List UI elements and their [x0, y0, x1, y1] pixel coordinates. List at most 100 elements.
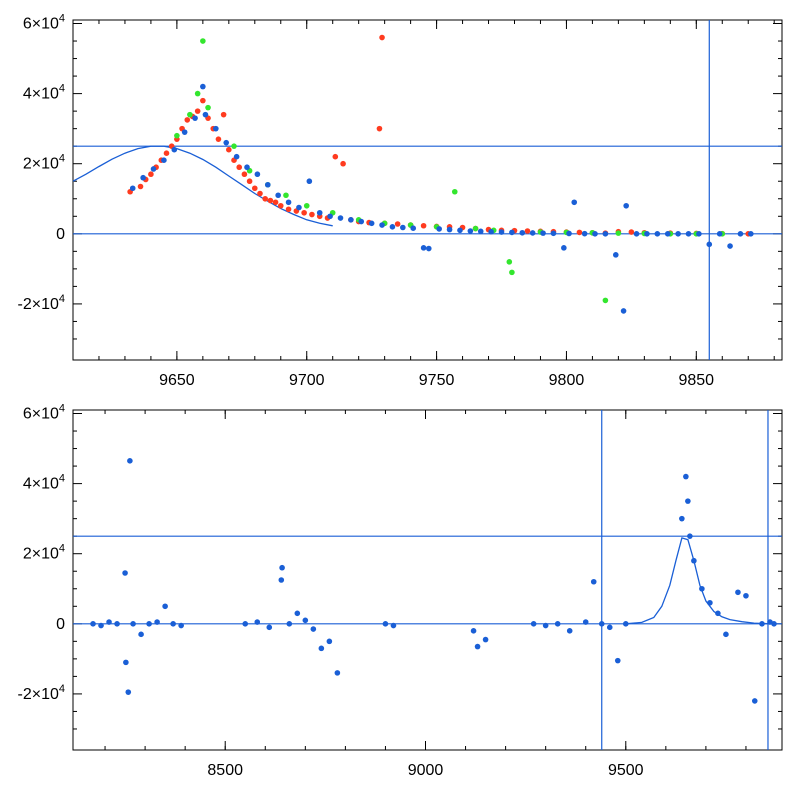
- data-point: [337, 215, 344, 221]
- data-point: [685, 498, 691, 504]
- data-point: [554, 621, 561, 627]
- data-point: [242, 621, 249, 627]
- data-point: [309, 211, 315, 218]
- data-point: [326, 638, 333, 645]
- data-point: [592, 231, 598, 237]
- bottom-panel: 8500 9000 9500 -2×104 0 2×104 4×104 6×104: [18, 403, 783, 779]
- data-point: [571, 199, 578, 206]
- data-point: [420, 222, 427, 229]
- data-point: [614, 657, 621, 664]
- x-tick-label: 9650: [159, 372, 195, 389]
- data-point: [400, 224, 406, 231]
- data-point: [530, 621, 537, 627]
- x-tick-label: 9800: [549, 372, 585, 389]
- data-point: [615, 230, 622, 236]
- data-point: [623, 202, 629, 209]
- data-point: [379, 34, 385, 41]
- data-point: [743, 592, 749, 599]
- y-tick-label: 4×104: [23, 473, 65, 493]
- top-panel: 9650 9700 9750 9800 9850 -2×104 0 2×104 4×104 6×1…: [18, 13, 783, 389]
- data-point: [114, 621, 120, 627]
- y-tick-label: 4×104: [23, 83, 65, 103]
- data-point: [368, 220, 375, 227]
- x-tick-label: 9700: [289, 372, 325, 389]
- data-point: [687, 533, 693, 539]
- data-point: [194, 90, 201, 97]
- data-point: [506, 259, 513, 265]
- data-point: [192, 115, 198, 121]
- data-point: [262, 195, 268, 202]
- x-tick-label: 9000: [408, 762, 444, 779]
- data-point: [154, 619, 160, 625]
- data-point: [602, 297, 609, 304]
- data-point: [425, 245, 432, 252]
- data-point: [410, 225, 417, 232]
- data-point: [254, 171, 261, 178]
- data-point: [90, 621, 96, 627]
- data-point: [272, 199, 279, 206]
- x-tick-label: 8500: [207, 762, 243, 779]
- data-point: [283, 192, 289, 199]
- data-point: [302, 617, 309, 624]
- data-point: [451, 188, 458, 195]
- data-point: [685, 231, 692, 237]
- y-tick-label: -2×104: [18, 293, 66, 313]
- data-point: [98, 622, 104, 629]
- data-point: [751, 698, 758, 704]
- data-point: [148, 171, 154, 178]
- data-point: [310, 626, 317, 632]
- data-point: [394, 221, 401, 227]
- data-point: [389, 224, 396, 230]
- data-point: [174, 132, 180, 139]
- model-curve: [72, 145, 333, 227]
- data-point: [279, 564, 285, 571]
- model-curve: [625, 537, 771, 625]
- data-point: [561, 245, 567, 251]
- data-point: [488, 228, 494, 235]
- data-point: [223, 139, 230, 146]
- data-point: [184, 117, 191, 123]
- data-point: [699, 585, 705, 592]
- data-point: [566, 230, 572, 237]
- data-point: [474, 643, 481, 650]
- data-point: [170, 621, 176, 627]
- data-point: [691, 557, 697, 564]
- y-tick-label: 0: [56, 616, 65, 633]
- data-point: [683, 473, 689, 480]
- data-point: [231, 143, 237, 149]
- data-point: [735, 589, 741, 596]
- data-point: [590, 578, 597, 585]
- data-point: [358, 218, 365, 225]
- data-point: [146, 621, 152, 627]
- data-point: [125, 689, 132, 695]
- data-point: [130, 621, 136, 627]
- data-point: [251, 185, 258, 192]
- data-point: [266, 624, 273, 631]
- data-point: [200, 83, 206, 90]
- data-point: [498, 229, 505, 235]
- data-point: [598, 621, 605, 627]
- data-point: [327, 213, 333, 220]
- data-point: [220, 111, 227, 118]
- data-point: [390, 622, 397, 629]
- data-point: [759, 621, 765, 627]
- y-tick-label: 2×104: [23, 153, 65, 173]
- data-point: [162, 603, 168, 610]
- data-point: [470, 628, 477, 634]
- data-point: [187, 111, 193, 118]
- data-point: [264, 181, 271, 188]
- data-point: [382, 621, 389, 627]
- y-tick-label: 6×104: [23, 403, 65, 423]
- data-point: [457, 227, 463, 234]
- data-point: [420, 245, 427, 251]
- data-point: [644, 231, 650, 237]
- data-point: [446, 226, 453, 233]
- plot-frame: [72, 409, 783, 751]
- data-point: [200, 38, 206, 44]
- data-point: [171, 146, 178, 153]
- data-point: [257, 190, 263, 197]
- data-point: [106, 619, 112, 625]
- data-point: [620, 308, 627, 314]
- data-point: [244, 164, 250, 171]
- data-point: [612, 252, 619, 258]
